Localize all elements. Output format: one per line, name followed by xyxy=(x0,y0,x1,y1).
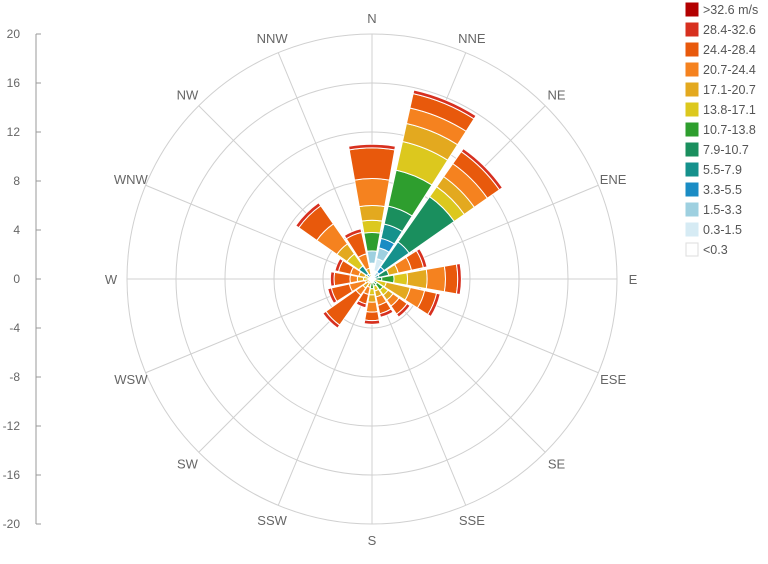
direction-label-wsw: WSW xyxy=(114,372,148,387)
y-tick-label: 0 xyxy=(13,272,20,286)
y-tick-label: -8 xyxy=(9,370,20,384)
wind-bar-segment-ese xyxy=(427,292,441,318)
direction-label-wnw: WNW xyxy=(114,172,149,187)
legend-swatch xyxy=(685,242,699,257)
wind-bar-segment-n xyxy=(353,178,391,208)
wind-bar-segment-n xyxy=(348,147,396,181)
legend-label: 3.3-5.5 xyxy=(703,183,742,197)
y-tick-label: 4 xyxy=(13,223,20,237)
wind-bar-segment-n xyxy=(358,205,386,222)
legend-label: 10.7-13.8 xyxy=(703,123,756,137)
wind-bar-segment-e xyxy=(455,262,462,296)
legend-swatch xyxy=(685,182,699,197)
legend-label: 24.4-28.4 xyxy=(703,43,756,57)
direction-label-ene: ENE xyxy=(600,172,627,187)
wind-bar-segment-ssw xyxy=(355,300,368,309)
y-tick-label: -12 xyxy=(3,419,21,433)
legend-swatch xyxy=(685,222,699,237)
legend-swatch xyxy=(685,62,699,77)
legend-label: 28.4-32.6 xyxy=(703,23,756,37)
wind-bar-segment-wsw xyxy=(327,287,338,305)
wind-bar-segment-nne xyxy=(412,89,477,120)
y-tick-label: -20 xyxy=(3,517,21,531)
legend-label: 5.5-7.9 xyxy=(703,163,742,177)
direction-label-ssw: SSW xyxy=(257,513,287,528)
wind-bar-segment-w xyxy=(349,274,359,284)
grid-spoke xyxy=(145,184,373,280)
direction-label-se: SE xyxy=(548,457,566,472)
wind-bar-segment-ene xyxy=(415,248,428,269)
wind-bar-segment-n xyxy=(361,219,383,234)
wind-bar-segment-nnw xyxy=(343,228,363,240)
wind-bar-segment-s xyxy=(367,294,377,303)
y-axis: 20 16 12 8 4 0 -4 -8 -12 -16 -20 xyxy=(3,27,41,531)
legend-swatch xyxy=(685,102,699,117)
wind-bar-segment-w xyxy=(329,271,336,287)
wind-bar-segment-e xyxy=(425,265,446,293)
direction-label-w: W xyxy=(105,272,118,287)
direction-label-e: E xyxy=(629,272,638,287)
wind-bar-segment-w xyxy=(333,271,351,287)
wind-bar-segment-n xyxy=(348,143,396,151)
direction-label-ese: ESE xyxy=(600,372,626,387)
wind-bar-segment-sw xyxy=(322,310,341,329)
wind-bar-segment-e xyxy=(393,272,409,286)
direction-label-sse: SSE xyxy=(459,513,485,528)
direction-label-nne: NNE xyxy=(458,31,486,46)
wind-bar-segment-se xyxy=(395,302,411,318)
y-tick-label: 20 xyxy=(7,27,21,41)
grid-spoke xyxy=(277,278,373,506)
direction-label-s: S xyxy=(368,533,377,548)
y-tick-label: -4 xyxy=(9,321,20,335)
direction-label-nnw: NNW xyxy=(257,31,289,46)
legend-swatch xyxy=(685,82,699,97)
legend-swatch xyxy=(685,42,699,57)
grid-spoke xyxy=(371,278,467,506)
direction-label-sw: SW xyxy=(177,457,199,472)
direction-labels: N NNE NE ENE E ESE SE SSE S SSW SW WSW W WNW NW NNW xyxy=(105,11,638,548)
wind-bar-segment-wnw xyxy=(334,257,344,273)
y-tick-label: 16 xyxy=(7,76,21,90)
wind-bar-segment-s xyxy=(364,310,380,322)
y-tick-label: 8 xyxy=(13,174,20,188)
y-tick-label: -16 xyxy=(3,468,21,482)
legend-swatch xyxy=(685,2,699,17)
legend-swatch xyxy=(685,22,699,37)
legend-label: 13.8-17.1 xyxy=(703,103,756,117)
legend-label: 20.7-24.4 xyxy=(703,63,756,77)
legend-label: <0.3 xyxy=(703,243,728,257)
legend-swatch xyxy=(685,122,699,137)
wind-bars xyxy=(295,89,504,329)
legend-label: 17.1-20.7 xyxy=(703,83,756,97)
wind-bar-segment-ne xyxy=(460,147,504,191)
legend-label: 0.3-1.5 xyxy=(703,223,742,237)
legend-label: >32.6 m/s xyxy=(703,3,758,17)
legend: >32.6 m/s 28.4-32.6 24.4-28.4 20.7-24.4 17.1… xyxy=(685,2,758,257)
direction-label-ne: NE xyxy=(548,87,566,102)
legend-label: 1.5-3.3 xyxy=(703,203,742,217)
wind-bar-segment-nw xyxy=(295,202,322,229)
wind-bar-segment-n xyxy=(363,231,381,252)
legend-label: 7.9-10.7 xyxy=(703,143,749,157)
wind-bar-segment-e xyxy=(406,268,428,290)
direction-label-n: N xyxy=(367,11,376,26)
y-tick-label: 12 xyxy=(7,125,21,139)
wind-bar-segment-s xyxy=(363,319,381,325)
wind-bar-segment-e xyxy=(443,263,459,295)
wind-bar-segment-sse xyxy=(379,308,394,318)
legend-swatch xyxy=(685,162,699,177)
direction-label-nw: NW xyxy=(177,87,199,102)
wind-bar-segment-s xyxy=(365,301,379,313)
legend-swatch xyxy=(685,202,699,217)
legend-swatch xyxy=(685,142,699,157)
